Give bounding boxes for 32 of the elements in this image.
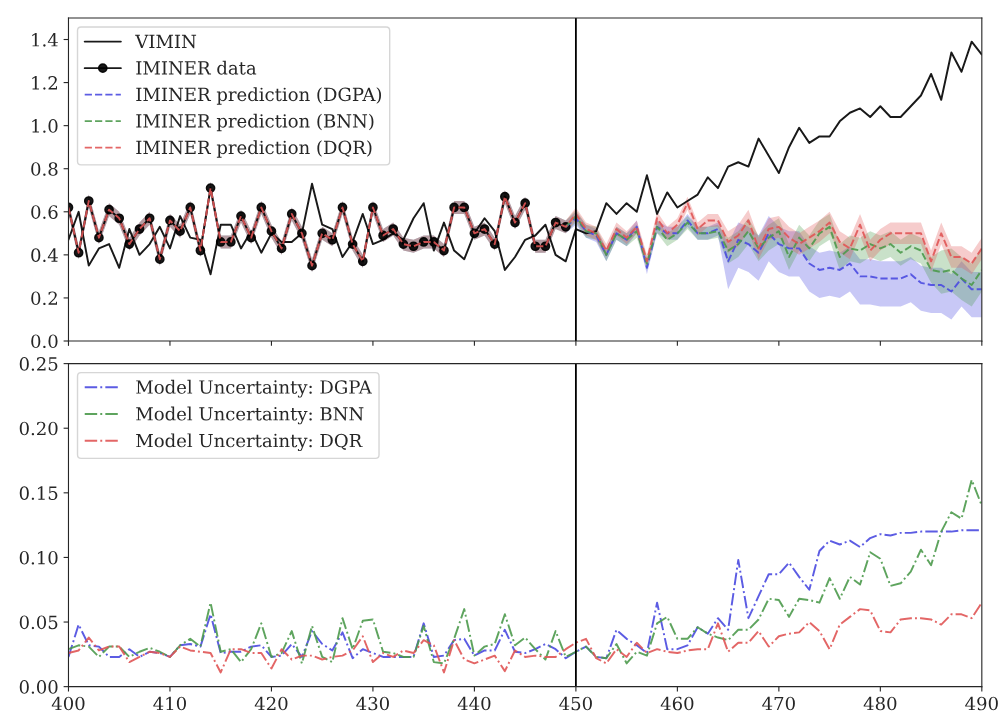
legend-label: IMINER prediction (BNN) <box>136 113 374 132</box>
x-tick-label: 490 <box>965 696 998 711</box>
y-tick-label: 0.05 <box>19 615 58 630</box>
x-tick-label: 460 <box>660 696 694 711</box>
y-tick-label: 0.2 <box>31 291 57 306</box>
y-tick-label: 0.6 <box>31 205 58 219</box>
legend-label: IMINER prediction (DGPA) <box>136 87 382 105</box>
legend-label: Model Uncertainty: DGPA <box>136 379 372 398</box>
y-tick-label: 0.00 <box>19 680 58 694</box>
x-tick-label: 430 <box>356 696 389 711</box>
y-tick-label: 1.0 <box>32 119 58 133</box>
x-tick-label: 470 <box>762 696 795 711</box>
y-tick-label: 0.8 <box>31 162 58 176</box>
x-tick-label: 410 <box>153 696 186 711</box>
legend-label: IMINER prediction (DQR) <box>136 140 372 158</box>
x-tick-label: 420 <box>254 696 288 711</box>
y-tick-label: 1.4 <box>32 32 58 47</box>
legend-label: VIMIN <box>135 34 197 49</box>
x-tick-label: 400 <box>51 696 85 711</box>
x-tick-label: 450 <box>559 696 592 711</box>
legend-label: IMINER data <box>136 60 257 75</box>
y-tick-label: 1.2 <box>32 76 57 90</box>
x-tick-label: 440 <box>457 696 491 711</box>
y-tick-label: 0.15 <box>19 486 58 500</box>
y-tick-label: 0.0 <box>31 334 58 349</box>
legend-label: Model Uncertainty: BNN <box>136 406 364 425</box>
y-tick-label: 0.20 <box>19 421 58 436</box>
y-tick-label: 0.25 <box>19 357 58 371</box>
y-tick-label: 0.10 <box>19 550 58 565</box>
y-tick-label: 0.4 <box>31 248 58 262</box>
x-tick-label: 480 <box>863 696 897 711</box>
legend-label: Model Uncertainty: DQR <box>136 433 363 452</box>
